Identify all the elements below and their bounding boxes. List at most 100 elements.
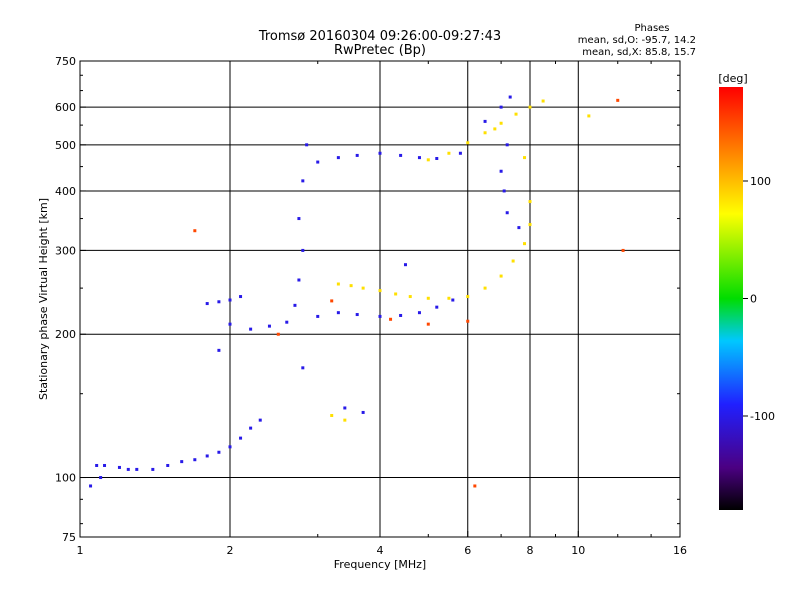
data-point <box>361 286 365 290</box>
data-point <box>228 445 232 449</box>
data-point <box>483 131 487 135</box>
colorbar: [deg] 100 0 -100 <box>718 72 775 510</box>
data-point <box>508 95 512 99</box>
data-point <box>355 153 359 157</box>
data-point <box>336 311 340 315</box>
data-point <box>499 169 503 173</box>
y-tick-label: 75 <box>62 531 76 544</box>
data-point <box>267 324 271 328</box>
data-point <box>355 313 359 317</box>
data-point <box>426 158 430 162</box>
y-tick-label: 400 <box>55 185 76 198</box>
data-point <box>435 305 439 309</box>
data-point <box>502 189 506 193</box>
data-point <box>135 467 139 471</box>
data-point <box>239 436 243 440</box>
plot-area: 1 2 4 6 8 10 16 75 100 200 300 400 500 600 750 <box>55 55 687 557</box>
y-tick-label: 750 <box>55 55 76 68</box>
data-point <box>193 229 197 233</box>
data-point <box>361 410 365 414</box>
data-point <box>193 458 197 462</box>
data-point <box>466 295 470 299</box>
colorbar-tick-label: 100 <box>750 175 771 188</box>
data-point <box>95 463 99 467</box>
data-point <box>180 460 184 464</box>
data-point <box>483 286 487 290</box>
data-point <box>301 179 305 183</box>
data-point <box>378 151 382 155</box>
data-point <box>473 484 477 488</box>
data-point <box>435 156 439 160</box>
x-axis-ticks: 1 2 4 6 8 10 16 <box>77 61 687 557</box>
y-tick-label: 600 <box>55 101 76 114</box>
data-point <box>276 332 280 336</box>
data-point <box>451 298 455 302</box>
data-point <box>458 151 462 155</box>
data-point <box>336 282 340 286</box>
y-axis-label: Stationary phase Virtual Height [km] <box>37 198 50 400</box>
data-point <box>499 121 503 125</box>
data-point <box>505 143 509 147</box>
data-point <box>541 99 545 103</box>
data-point <box>399 313 403 317</box>
colorbar-tick-label: 0 <box>750 293 757 306</box>
data-point <box>293 303 297 307</box>
x-tick-label: 8 <box>527 544 534 557</box>
data-point <box>499 105 503 109</box>
x-axis-label: Frequency [MHz] <box>334 558 426 571</box>
data-point <box>151 467 155 471</box>
colorbar-tick-label: -100 <box>750 410 775 423</box>
y-tick-label: 300 <box>55 244 76 257</box>
data-point <box>126 467 130 471</box>
data-point <box>417 156 421 160</box>
data-point <box>523 242 527 246</box>
data-point <box>258 418 262 422</box>
data-point <box>205 302 209 306</box>
data-point <box>408 295 412 299</box>
data-point <box>99 476 103 480</box>
data-point <box>517 226 521 230</box>
data-point <box>528 223 532 227</box>
data-point <box>403 263 407 267</box>
data-point <box>417 311 421 315</box>
x-tick-label: 6 <box>464 544 471 557</box>
x-tick-label: 4 <box>377 544 384 557</box>
data-point <box>378 289 382 293</box>
data-point <box>249 426 253 430</box>
data-point <box>301 248 305 252</box>
data-point <box>426 296 430 300</box>
data-point <box>616 98 620 102</box>
grid-lines <box>80 61 680 537</box>
data-point <box>343 406 347 410</box>
y-tick-label: 200 <box>55 328 76 341</box>
data-point <box>89 484 93 488</box>
data-point <box>426 322 430 326</box>
y-tick-label: 500 <box>55 139 76 152</box>
data-point <box>301 366 305 370</box>
data-point <box>528 105 532 109</box>
colorbar-label: [deg] <box>718 72 747 85</box>
phase-stats-title: Phases <box>634 23 669 34</box>
data-point <box>217 450 221 454</box>
colorbar-ticks: 100 0 -100 <box>743 175 775 423</box>
data-point <box>336 156 340 160</box>
data-point <box>399 153 403 157</box>
data-point <box>249 327 253 331</box>
data-point <box>205 454 209 458</box>
data-point <box>483 119 487 123</box>
y-tick-label: 100 <box>55 472 76 485</box>
data-point <box>447 151 451 155</box>
data-point <box>330 413 334 417</box>
x-tick-label: 16 <box>673 544 687 557</box>
data-point <box>587 114 591 118</box>
data-point <box>523 156 527 160</box>
data-point <box>389 317 393 321</box>
data-point <box>621 248 625 252</box>
data-point <box>378 314 382 318</box>
data-point <box>394 292 398 296</box>
data-point <box>117 465 121 469</box>
data-point <box>228 322 232 326</box>
x-tick-label: 10 <box>571 544 585 557</box>
data-point <box>217 300 221 304</box>
